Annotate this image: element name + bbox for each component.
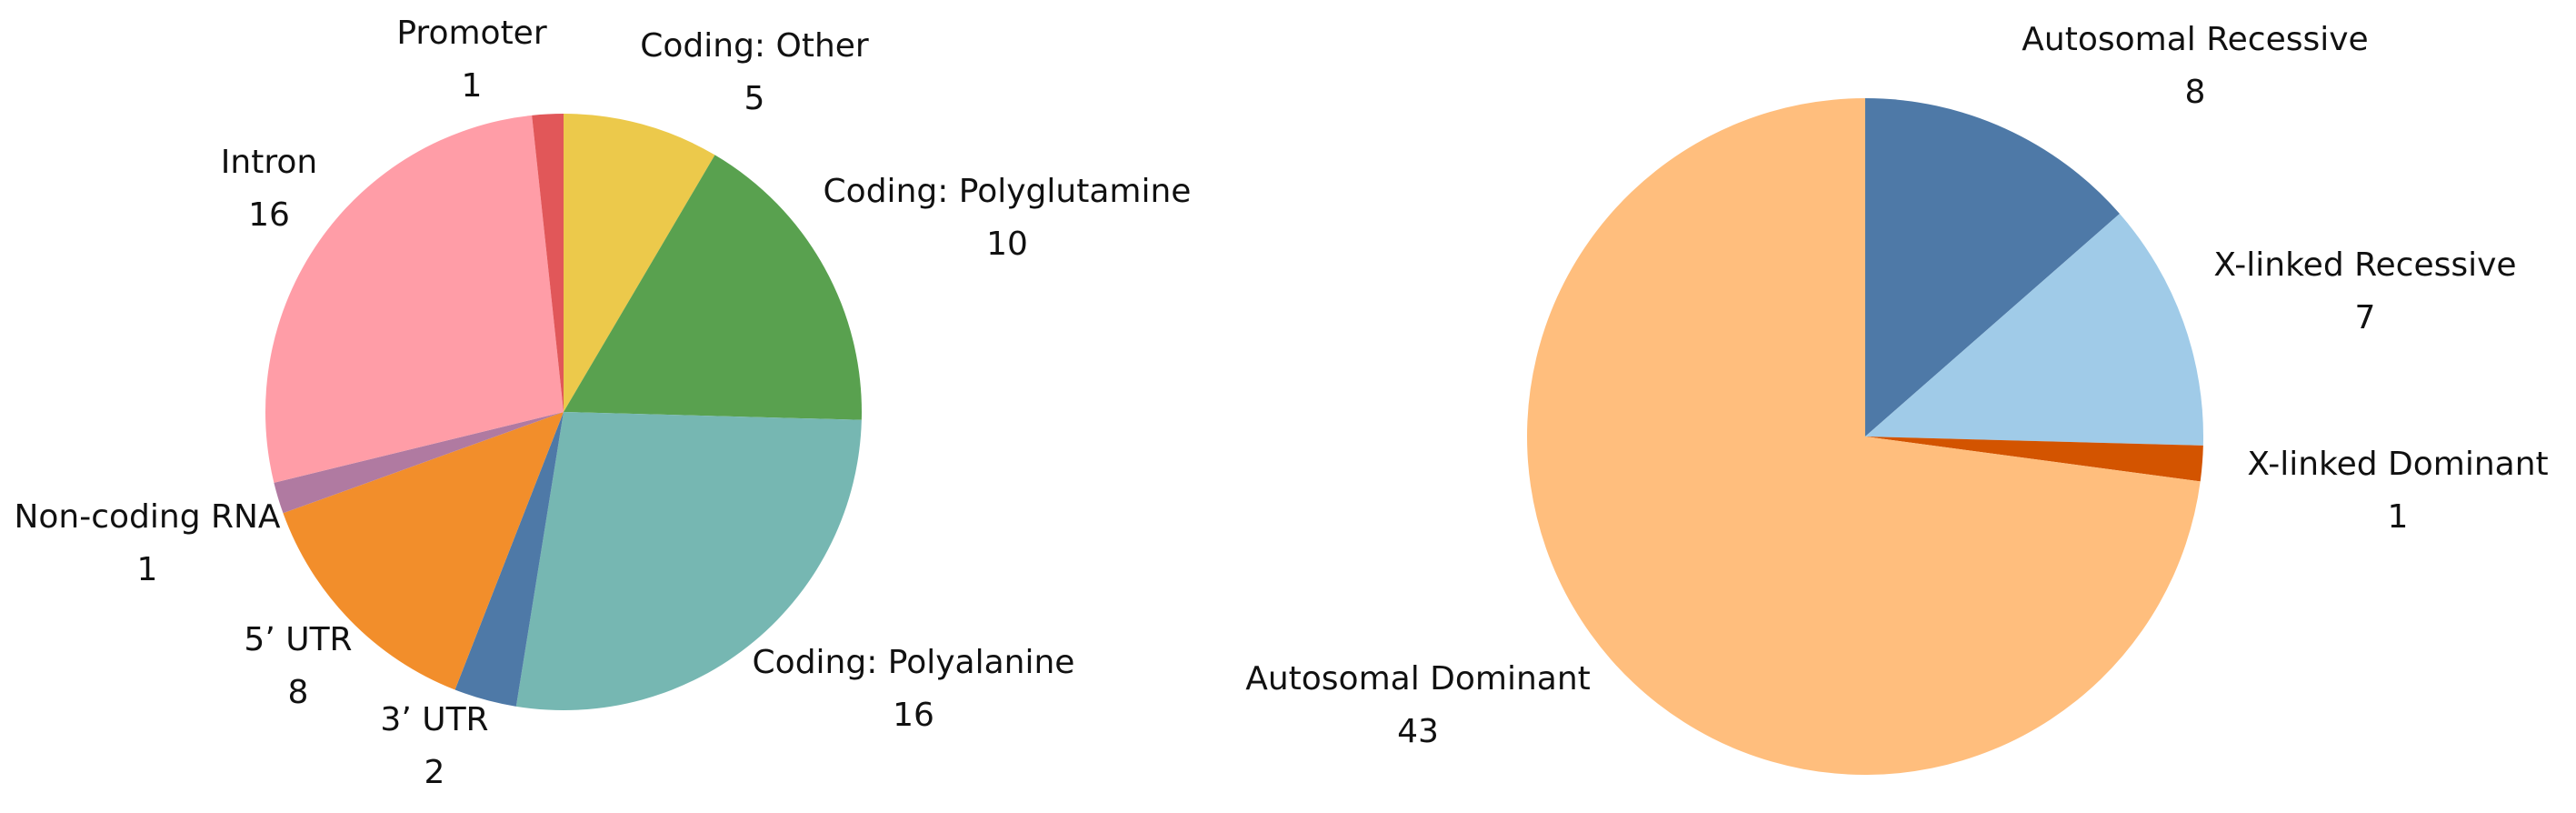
slice-value-coding-other: 5 bbox=[744, 80, 765, 117]
slice-value-x-linked-dominant: 1 bbox=[2388, 498, 2409, 536]
slice-value-3-utr: 2 bbox=[424, 754, 445, 791]
slice-value-coding-polyalanine: 16 bbox=[893, 697, 934, 734]
slice-label-5-utr: 5’ UTR bbox=[244, 621, 352, 658]
pie-slice-autosomal-dominant bbox=[1527, 98, 2201, 775]
pie-slice-autosomal-recessive bbox=[1865, 98, 2120, 437]
slice-value-5-utr: 8 bbox=[288, 674, 309, 711]
pie-slice-coding-polyalanine bbox=[515, 412, 862, 710]
pie-slice-promoter bbox=[532, 114, 564, 412]
slice-value-coding-polyglutamine: 10 bbox=[986, 226, 1028, 263]
slice-label-non-coding-rna: Non-coding RNA bbox=[14, 498, 280, 536]
pie-slice-non-coding-rna bbox=[274, 412, 564, 514]
slice-label-autosomal-dominant: Autosomal Dominant bbox=[1245, 660, 1591, 698]
slice-label-coding-polyalanine: Coding: Polyalanine bbox=[753, 644, 1075, 681]
slice-value-promoter: 1 bbox=[462, 67, 483, 105]
slice-value-non-coding-rna: 1 bbox=[137, 551, 158, 588]
slice-label-intron: Intron bbox=[221, 144, 317, 181]
pie-slice-x-linked-recessive bbox=[1865, 214, 2204, 446]
pie-slice-3-utr bbox=[454, 412, 564, 707]
pie-slice-intron bbox=[265, 115, 564, 483]
slice-label-coding-polyglutamine: Coding: Polyglutamine bbox=[824, 173, 1192, 210]
slice-label-x-linked-dominant: X-linked Dominant bbox=[2247, 446, 2548, 483]
pie-slice-x-linked-dominant bbox=[1865, 437, 2203, 482]
slice-label-coding-other: Coding: Other bbox=[640, 27, 869, 65]
slice-label-x-linked-recessive: X-linked Recessive bbox=[2213, 246, 2516, 284]
pie-chart-inheritance-mode: Autosomal Recessive 8 X-linked Recessive 7 X… bbox=[1245, 21, 2549, 775]
slice-label-promoter: Promoter bbox=[396, 15, 546, 52]
slice-value-autosomal-dominant: 43 bbox=[1397, 713, 1439, 750]
slice-value-intron: 16 bbox=[248, 196, 290, 234]
pie-chart-genomic-location: Coding: Other 5 Coding: Polyglutamine 10 Cod… bbox=[14, 15, 1191, 791]
pie-slice-5-utr bbox=[283, 412, 564, 690]
pie-slice-coding-polyglutamine bbox=[564, 155, 862, 420]
slice-value-x-linked-recessive: 7 bbox=[2355, 299, 2376, 336]
slice-label-autosomal-recessive: Autosomal Recessive bbox=[2022, 21, 2368, 58]
slice-label-3-utr: 3’ UTR bbox=[380, 701, 488, 738]
slice-value-autosomal-recessive: 8 bbox=[2185, 74, 2206, 111]
pie-slice-coding-other bbox=[564, 114, 715, 412]
